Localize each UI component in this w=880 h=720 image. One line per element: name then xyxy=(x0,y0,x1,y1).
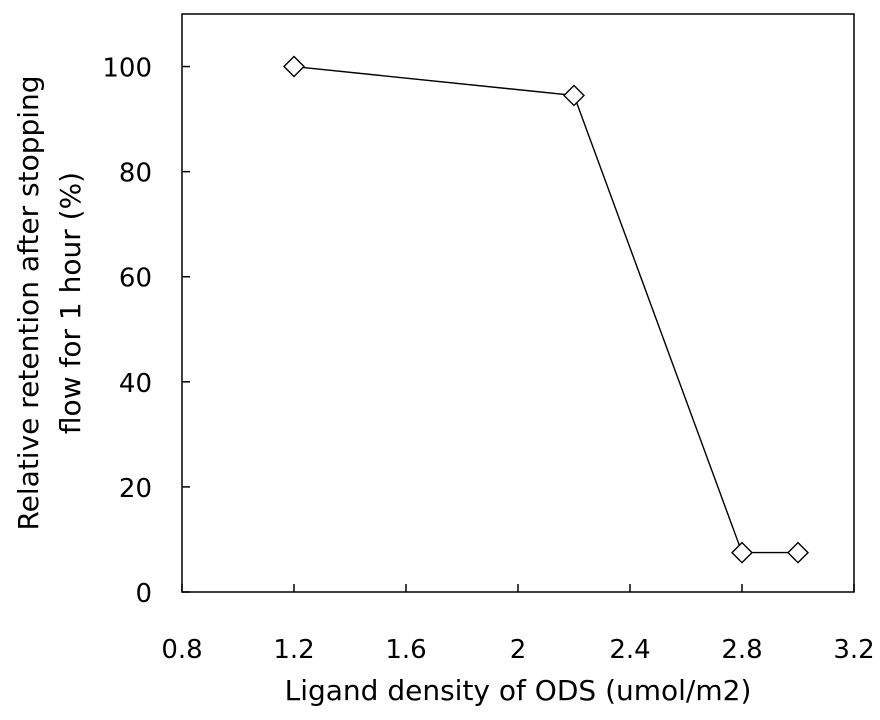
y-tick-label: 0 xyxy=(135,579,152,609)
y-axis-tick-labels: 0 20 40 60 80 100 xyxy=(102,54,152,609)
y-tick-label: 40 xyxy=(119,369,152,399)
series-line xyxy=(293,65,798,554)
y-axis-title-line-2: flow for 1 hour (%) xyxy=(54,172,87,434)
y-tick-label: 100 xyxy=(102,54,152,84)
y-tick-label: 80 xyxy=(119,159,152,189)
x-axis-tick-labels: 0.8 1.2 1.6 2 2.4 2.8 3.2 xyxy=(161,635,874,665)
y-tick-label: 60 xyxy=(119,264,152,294)
x-tick-label: 3.2 xyxy=(833,635,874,665)
x-axis-ticks xyxy=(181,584,855,592)
plot-frame xyxy=(181,13,855,593)
data-point xyxy=(563,84,585,107)
x-axis-title: Ligand density of ODS (umol/m2) xyxy=(285,674,752,707)
data-point xyxy=(787,541,809,564)
x-tick-label: 2.8 xyxy=(721,635,762,665)
data-point xyxy=(283,55,305,78)
y-axis-title-line-1: Relative retention after stopping xyxy=(12,75,45,530)
x-tick-label: 1.2 xyxy=(273,635,314,665)
x-tick-label: 0.8 xyxy=(161,635,202,665)
data-markers xyxy=(283,55,809,564)
x-tick-label: 2 xyxy=(510,635,527,665)
y-axis-ticks xyxy=(182,65,190,593)
x-tick-label: 2.4 xyxy=(609,635,650,665)
x-tick-label: 1.6 xyxy=(385,635,426,665)
data-point xyxy=(731,541,753,564)
y-tick-label: 20 xyxy=(119,474,152,504)
